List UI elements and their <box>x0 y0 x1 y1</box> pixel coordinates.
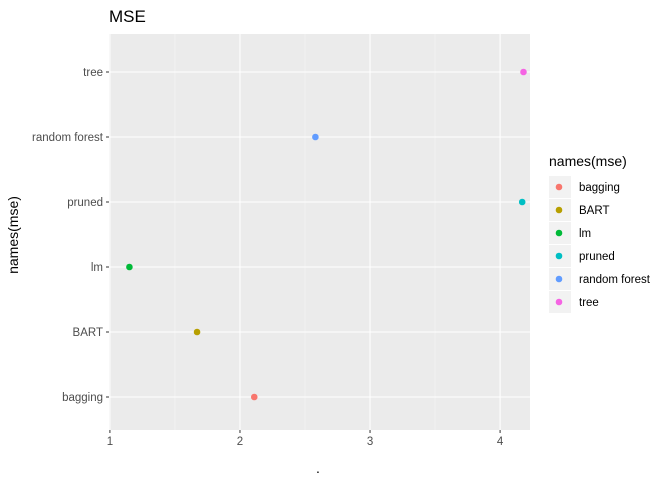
legend-label: pruned <box>579 251 615 263</box>
x-axis-title: . <box>316 460 320 476</box>
y-tick-label: bagging <box>62 392 103 404</box>
x-tick-label: 4 <box>497 436 504 448</box>
y-tick-label: BART <box>73 327 103 339</box>
y-tick-label: tree <box>83 67 103 79</box>
x-tick-label: 1 <box>107 436 113 448</box>
x-tick-label: 2 <box>237 436 243 448</box>
legend-swatch <box>555 206 563 214</box>
legend-label: tree <box>579 297 599 309</box>
legend-swatch <box>555 275 563 283</box>
legend-swatch <box>555 252 563 260</box>
data-point-pruned <box>518 198 526 206</box>
legend-swatch <box>555 298 563 306</box>
data-point-lm <box>126 263 133 271</box>
legend-label: bagging <box>579 182 620 194</box>
y-tick-label: lm <box>91 262 103 274</box>
legend-label: BART <box>579 205 609 217</box>
y-tick-label: pruned <box>67 197 103 209</box>
legend: names(mse) bagging BART lm pruned random for… <box>549 153 651 313</box>
x-tick-label: 3 <box>367 436 373 448</box>
data-point-bagging <box>250 393 258 401</box>
data-point-random-forest <box>312 133 319 141</box>
y-tick-label: random forest <box>32 132 104 144</box>
legend-swatch <box>555 183 563 191</box>
data-point-tree <box>520 68 527 76</box>
legend-swatch <box>555 229 563 237</box>
y-axis-title: names(mse) <box>5 196 21 274</box>
legend-label: lm <box>579 228 591 240</box>
y-axis: bagging BART lm pruned random forest tree <box>32 67 109 404</box>
x-axis: 1 2 3 4 <box>107 430 504 448</box>
legend-label: random forest <box>579 274 651 286</box>
legend-title: names(mse) <box>549 153 627 169</box>
chart-title: MSE <box>109 7 146 26</box>
plot-panel <box>109 34 530 430</box>
data-point-bart <box>193 328 201 336</box>
panel-background <box>109 34 530 430</box>
